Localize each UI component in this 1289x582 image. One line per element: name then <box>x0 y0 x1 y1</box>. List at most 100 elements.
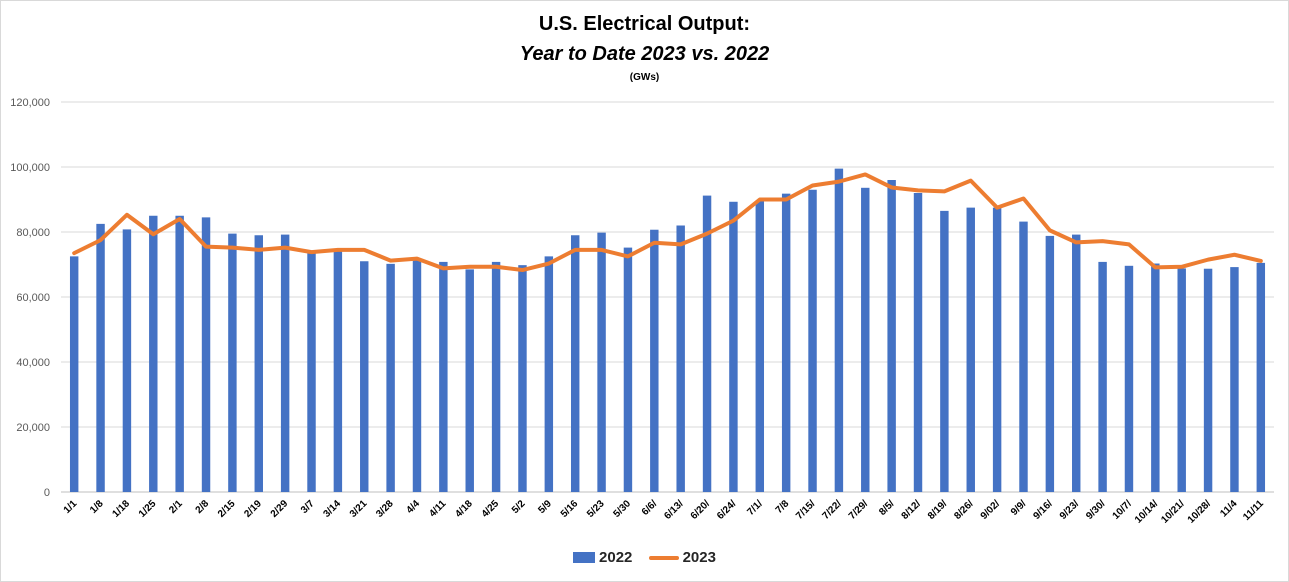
bar-2022 <box>781 193 791 492</box>
bar-2022 <box>597 232 606 492</box>
x-tick-label: 6/24/ <box>715 498 739 522</box>
x-tick-label: 1/8 <box>88 498 106 516</box>
bar-2022 <box>201 217 211 492</box>
x-tick-label: 9/23/ <box>1058 498 1082 522</box>
x-tick-label: 10/7/ <box>1111 498 1135 522</box>
x-tick-label: 2/15 <box>216 498 238 520</box>
y-tick-label: 60,000 <box>16 292 50 304</box>
bar-2022 <box>544 256 554 492</box>
bar-2022 <box>439 261 448 492</box>
y-tick-label: 0 <box>44 487 50 499</box>
x-tick-label: 4/18 <box>453 498 475 520</box>
x-tick-label: 5/30 <box>612 498 634 520</box>
bar-2022 <box>149 215 158 492</box>
legend-item-2023: 2023 <box>648 548 716 566</box>
x-tick-label: 4/4 <box>404 498 422 516</box>
x-tick-label: 1/1 <box>62 498 80 516</box>
y-tick-label: 80,000 <box>16 227 50 239</box>
bar-2022 <box>1098 261 1107 492</box>
x-tick-label: 7/8 <box>774 498 792 516</box>
x-tick-label: 8/26/ <box>952 498 976 522</box>
y-tick-label: 100,000 <box>10 162 50 174</box>
bar-2022 <box>254 235 263 492</box>
x-tick-label: 8/12/ <box>900 498 924 522</box>
bar-2022 <box>834 168 844 492</box>
legend-swatch-line <box>648 555 679 560</box>
x-tick-label: 5/9 <box>536 498 554 516</box>
x-tick-label: 3/14 <box>321 498 343 520</box>
bar-2022 <box>1045 235 1055 492</box>
x-tick-label: 8/19/ <box>926 498 950 522</box>
bar-2022 <box>518 265 527 492</box>
x-tick-label: 10/14/ <box>1133 498 1161 526</box>
x-tick-label: 7/15/ <box>794 498 818 522</box>
x-tick-label: 5/2 <box>510 498 528 516</box>
bar-2022 <box>913 193 923 492</box>
legend-label-2022: 2022 <box>599 548 633 566</box>
bar-2022 <box>755 201 765 492</box>
bar-2022 <box>992 207 1002 492</box>
x-tick-label: 3/7 <box>299 498 317 516</box>
bar-2022 <box>570 235 580 492</box>
bar-2022 <box>861 187 870 493</box>
y-tick-label: 20,000 <box>16 422 50 434</box>
x-tick-label: 1/25 <box>137 498 159 520</box>
x-tick-label: 7/22/ <box>821 498 845 522</box>
x-tick-label: 9/30/ <box>1084 498 1108 522</box>
bar-2022 <box>96 223 105 492</box>
chart-title: U.S. Electrical Output: <box>538 13 751 35</box>
bar-2022 <box>1151 263 1160 492</box>
x-tick-label: 10/28/ <box>1186 498 1214 526</box>
bar-2022 <box>1177 268 1186 492</box>
chart-legend: 2022 2023 <box>1 548 1288 566</box>
bar-2022 <box>386 263 395 492</box>
bar-2022 <box>650 229 659 492</box>
x-tick-label: 9/9/ <box>1009 498 1029 518</box>
x-tick-label: 4/25 <box>480 498 502 520</box>
x-tick-label: 1/18 <box>111 498 133 520</box>
x-tick-label: 3/21 <box>348 498 370 520</box>
bar-2022 <box>360 261 369 492</box>
x-tick-label: 9/16/ <box>1031 498 1055 522</box>
bar-2022 <box>1230 267 1239 492</box>
x-tick-label: 6/20/ <box>689 498 713 522</box>
x-tick-label: 5/16 <box>559 498 581 520</box>
x-tick-label: 6/13/ <box>662 498 686 522</box>
bar-2022 <box>966 207 975 492</box>
legend-item-2022: 2022 <box>573 549 632 566</box>
x-tick-label: 8/5/ <box>877 498 897 518</box>
x-tick-label: 11/11 <box>1241 498 1266 523</box>
bar-2022 <box>280 234 290 492</box>
x-tick-label: 7/1/ <box>745 498 765 518</box>
bar-2022 <box>729 201 738 492</box>
bar-2022 <box>940 210 949 492</box>
bar-2022 <box>69 256 79 492</box>
legend-label-2023: 2023 <box>682 548 716 566</box>
x-tick-label: 4/11 <box>427 498 448 519</box>
bar-2022 <box>1072 234 1081 492</box>
bar-2022 <box>412 258 422 492</box>
bar-2022 <box>122 229 132 492</box>
x-tick-label: 11/4 <box>1218 498 1239 519</box>
bar-2022 <box>676 225 685 492</box>
x-tick-label: 6/6/ <box>640 498 660 518</box>
bar-2022 <box>307 253 316 492</box>
bar-2022 <box>702 195 712 492</box>
line-2023 <box>72 172 1263 273</box>
bar-2022 <box>465 269 474 492</box>
bar-2022 <box>1203 268 1213 492</box>
bar-2022 <box>1124 265 1134 492</box>
bar-2022 <box>228 233 237 492</box>
x-tick-label: 2/19 <box>242 498 264 520</box>
chart-unit: (GWs) <box>629 72 660 83</box>
bar-2022 <box>1256 262 1266 492</box>
x-tick-label: 3/28 <box>374 498 396 520</box>
x-tick-label: 2/29 <box>269 498 291 520</box>
x-tick-label: 9/02/ <box>979 498 1003 522</box>
bar-2022 <box>808 189 817 492</box>
x-tick-label: 2/8 <box>194 498 212 516</box>
bar-2022 <box>175 215 184 492</box>
x-tick-label: 2/1 <box>167 498 185 516</box>
bar-2022 <box>887 180 896 492</box>
